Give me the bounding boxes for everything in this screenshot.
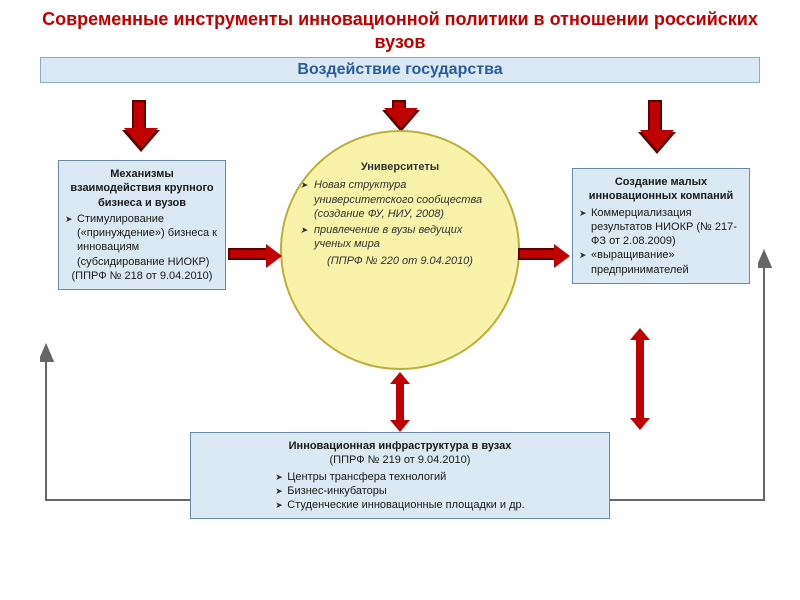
box-business-mechanisms: Механизмы взаимодействия крупного бизнес… [58,160,226,290]
box-heading: Инновационная инфраструктура в вузах [197,439,603,453]
circle-universities: Университеты Новая структура университет… [280,130,520,370]
circle-heading: Университеты [300,160,500,174]
box-list: Центры трансфера технологий Бизнес-инкуб… [275,470,524,513]
list-item: привлечение в вузы ведущих ученых мира [300,223,500,252]
list-item: Коммерциализация результатов НИОКР (№ 21… [579,206,743,249]
list-item: «выращивание» предпринимателей [579,248,743,277]
arrow-circle-to-right [518,248,556,260]
list-item: Стимулирование («принуждение») бизнеса к… [65,212,219,269]
circle-trailer: (ППРФ № 220 от 9.04.2010) [300,254,500,268]
list-item: Центры трансфера технологий [275,470,524,484]
box-heading: Создание малых инновационных компаний [579,175,743,204]
box-list: Коммерциализация результатов НИОКР (№ 21… [579,206,743,277]
circle-list: Новая структура университетского сообщес… [300,178,500,251]
list-item: Бизнес-инкубаторы [275,484,524,498]
arrow-right-bottom-double [636,340,644,418]
box-list: Стимулирование («принуждение») бизнеса к… [65,212,219,269]
arrow-left-to-circle [228,248,268,260]
list-item: Новая структура университетского сообщес… [300,178,500,221]
box-trailer: (ППРФ № 218 от 9.04.2010) [65,269,219,283]
box-subheading: (ППРФ № 219 от 9.04.2010) [197,453,603,467]
box-infrastructure: Инновационная инфраструктура в вузах (ПП… [190,432,610,519]
arrow-circle-bottom-double [396,384,404,420]
list-item: Студенческие инновационные площадки и др… [275,498,524,512]
box-heading: Механизмы взаимодействия крупного бизнес… [65,167,219,210]
box-small-companies: Создание малых инновационных компаний Ко… [572,168,750,284]
